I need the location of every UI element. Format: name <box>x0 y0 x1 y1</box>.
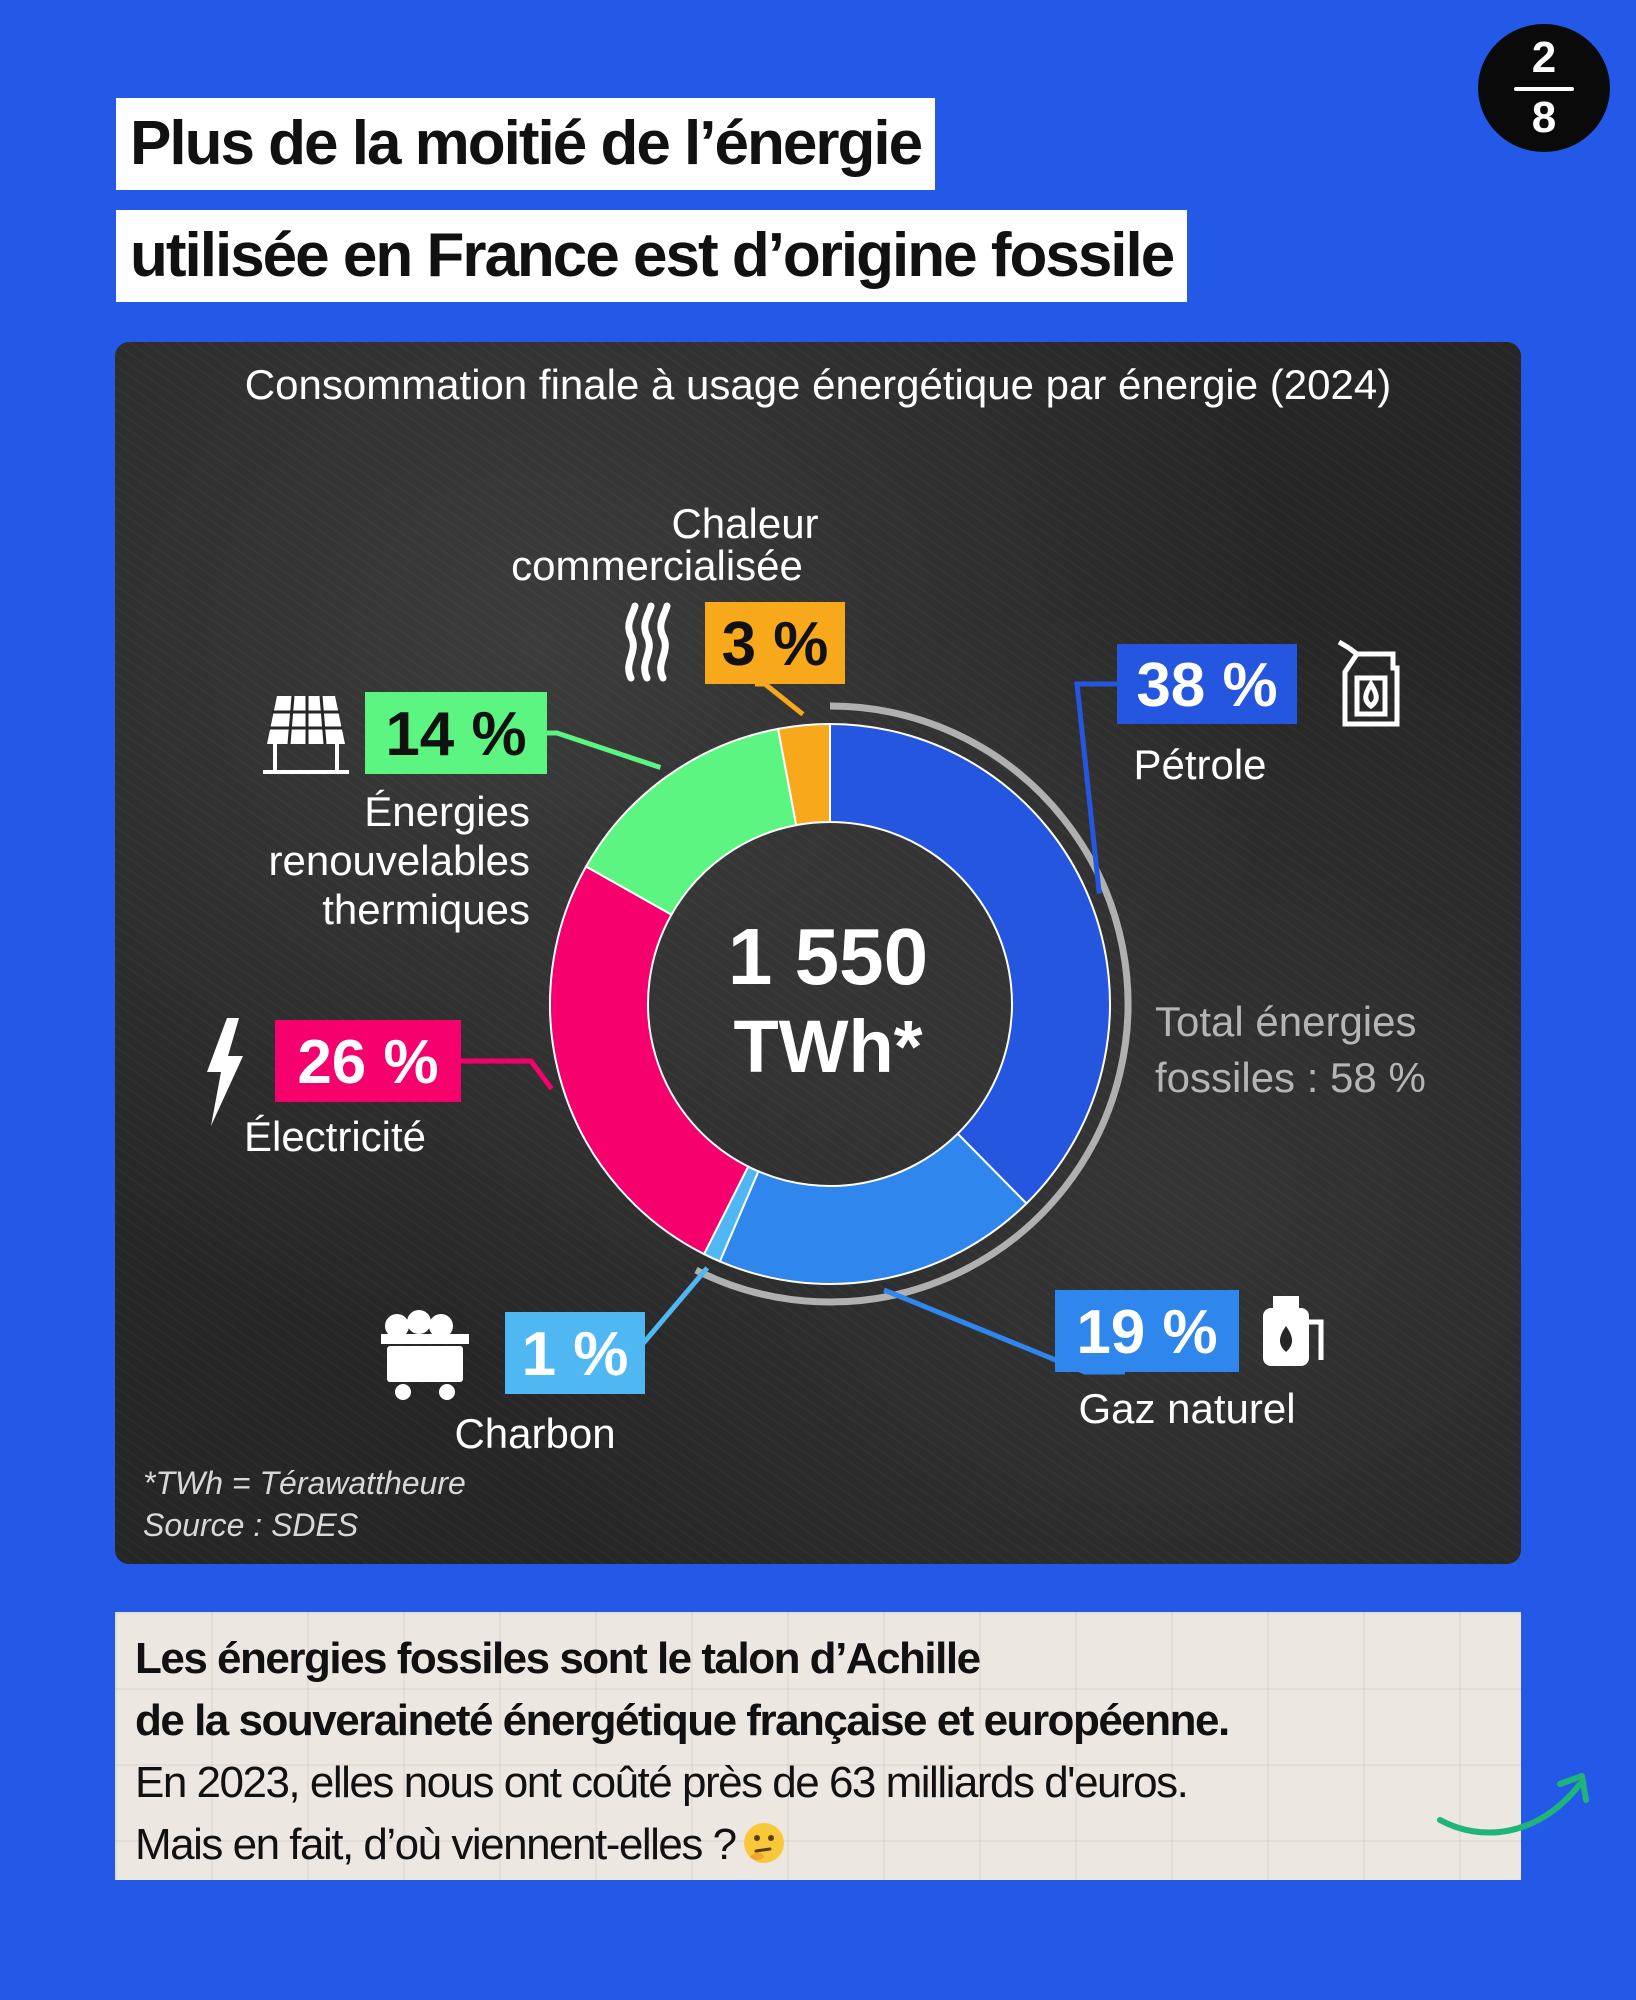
slide-current-number: 2 <box>1531 33 1557 82</box>
chart-title: Consommation finale à usage énergétique … <box>245 361 1391 408</box>
takeaway-line-4: Mais en fait, d’où viennent-elles ? <box>135 1820 786 1870</box>
thinking-face-icon <box>743 1823 784 1863</box>
category-label-petrole: Pétrole <box>1133 741 1266 788</box>
heat-icon <box>625 602 671 682</box>
slice-electricite <box>549 865 750 1256</box>
value-label-gaz-naturel: 19 % <box>1076 1298 1217 1367</box>
category-label-chaleur-2: commercialisée <box>511 542 803 589</box>
center-total-unit: TWh* <box>733 1005 922 1088</box>
badge-electricite <box>275 1020 461 1102</box>
footnote: *TWh = Térawattheure <box>143 1465 466 1501</box>
fossil-total-label-2: fossiles : 58 % <box>1155 1054 1426 1101</box>
coal-cart-icon <box>381 1310 469 1400</box>
slice-petrole <box>829 722 1111 1205</box>
fuel-can-icon <box>1337 639 1400 727</box>
badge-charbon <box>505 1312 645 1394</box>
next-slide-arrow-icon[interactable] <box>1430 1750 1600 1850</box>
leader-line-renouvelables <box>547 730 662 770</box>
category-label-renouvelables-3: thermiques <box>322 886 530 933</box>
slide-counter-divider <box>1514 87 1574 91</box>
badge-renouvelables <box>365 692 547 774</box>
solar-panel-icon <box>263 695 349 774</box>
value-label-chaleur: 3 % <box>722 610 829 679</box>
slide-counter-badge: 2 8 <box>1478 24 1610 152</box>
lightning-icon <box>207 1018 243 1126</box>
leader-line-petrole <box>1074 681 1117 894</box>
value-label-renouvelables: 14 % <box>385 700 526 769</box>
donut-slices <box>549 722 1111 1285</box>
slice-chaleur <box>776 722 831 827</box>
slide-total-number: 8 <box>1531 93 1557 142</box>
leader-line-charbon <box>629 1266 710 1356</box>
center-total-value: 1 550 <box>728 912 928 1001</box>
leader-line-chaleur <box>755 681 805 717</box>
gas-tank-icon <box>1263 1296 1324 1366</box>
category-label-charbon: Charbon <box>454 1410 615 1457</box>
takeaway-card: Les énergies fossiles sont le talon d’Ac… <box>115 1612 1521 1880</box>
page-title-line-1: Plus de la moitié de l’énergie <box>116 98 936 190</box>
category-label-electricite: Électricité <box>244 1113 426 1160</box>
badge-petrole <box>1117 644 1297 724</box>
source-note: Source : SDES <box>143 1507 358 1543</box>
badge-gaz-naturel <box>1055 1290 1239 1372</box>
category-label-gaz-naturel: Gaz naturel <box>1078 1385 1295 1432</box>
takeaway-question: Mais en fait, d’où viennent-elles ? <box>135 1820 737 1869</box>
donut-chart: Consommation finale à usage énergétique … <box>143 361 1426 1543</box>
fossil-total-arc <box>694 702 1132 1306</box>
category-label-renouvelables-2: renouvelables <box>268 837 530 884</box>
value-label-charbon: 1 % <box>522 1320 629 1389</box>
chalkboard-chart-panel: Consommation finale à usage énergétique … <box>115 342 1521 1564</box>
leader-line-electricite <box>461 1058 554 1091</box>
takeaway-line-3: En 2023, elles nous ont coûté près de 63… <box>135 1758 1189 1807</box>
takeaway-line-2: de la souveraineté énergétique française… <box>135 1696 1230 1745</box>
category-label-chaleur-1: Chaleur <box>671 500 818 547</box>
value-label-electricite: 26 % <box>297 1028 438 1097</box>
fossil-total-label-1: Total énergies <box>1155 998 1417 1045</box>
value-label-petrole: 38 % <box>1136 651 1277 720</box>
takeaway-line-1: Les énergies fossiles sont le talon d’Ac… <box>135 1634 981 1683</box>
page-title-line-2: utilisée en France est d’origine fossile <box>116 210 1188 302</box>
badge-chaleur <box>705 602 845 684</box>
fossil-total-arc-path <box>694 702 1132 1306</box>
category-label-renouvelables-1: Énergies <box>364 788 530 835</box>
